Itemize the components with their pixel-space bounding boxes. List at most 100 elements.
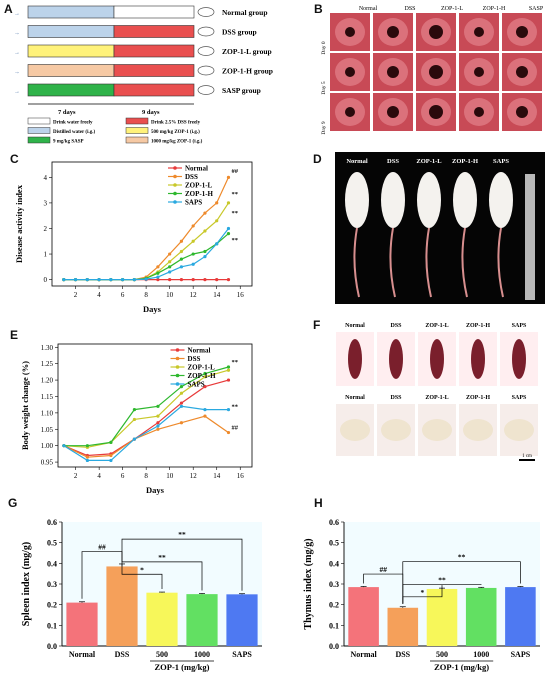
data-point — [132, 437, 137, 441]
significance-label: ## — [379, 565, 387, 574]
thymus — [463, 419, 493, 441]
data-point — [191, 252, 195, 256]
y-tick-label: 1.30 — [41, 344, 54, 352]
data-point — [156, 404, 160, 408]
panel-label-b: B — [314, 2, 323, 16]
bar — [146, 592, 178, 646]
legend-label: Drink 2.5% DSS freely — [151, 121, 201, 126]
mouse-body — [417, 172, 441, 228]
data-point — [179, 249, 184, 254]
data-point — [191, 239, 195, 243]
data-point — [191, 278, 195, 282]
phase-bar — [27, 64, 115, 77]
phase-bar — [27, 25, 115, 38]
data-point — [179, 265, 184, 269]
organ-label: ZOP-1-H — [466, 323, 490, 329]
scale-bar-label: 1 cm — [522, 454, 532, 459]
legend-marker — [173, 166, 177, 170]
legend-label: 500 mg/kg ZOP-1 (i.g.) — [151, 130, 200, 135]
data-point — [109, 458, 113, 463]
data-point — [203, 371, 207, 376]
series-line — [63, 369, 229, 448]
data-point — [168, 260, 172, 264]
y-tick-label: 2 — [44, 225, 48, 233]
series-line — [63, 366, 229, 447]
data-point — [203, 211, 207, 215]
panel-label-h: H — [314, 496, 323, 510]
legend-label: DSS — [188, 355, 201, 363]
bar — [426, 588, 458, 646]
y-axis-label: Body weight change (%) — [20, 361, 30, 450]
significance-label: * — [140, 565, 144, 574]
data-point — [156, 421, 160, 425]
panel-label-a: A — [4, 2, 13, 16]
endoscopy-col-label: Normal — [359, 6, 378, 12]
data-point — [156, 427, 160, 431]
significance-label: * — [421, 588, 425, 597]
x-tick-label: 12 — [190, 291, 198, 299]
legend-label: 1000 mg/kg ZOP-1 (i.g.) — [151, 140, 203, 145]
y-axis-label: Thymus index (mg/g) — [303, 538, 314, 629]
significance-bracket — [402, 561, 521, 604]
group-label: Normal group — [222, 8, 268, 17]
thymus — [504, 419, 534, 441]
data-point — [179, 385, 184, 389]
bar — [505, 587, 536, 646]
endoscopy-grid: Normal DSS ZOP-1-L ZOP-1-H SASP Day 0 Day 5 Day… — [321, 6, 544, 135]
bar — [66, 602, 98, 646]
gavage-icon: → — [14, 89, 20, 95]
y-tick-label: 0 — [44, 276, 48, 284]
significance-label: ** — [231, 403, 238, 410]
data-point — [226, 365, 231, 369]
data-point — [226, 378, 231, 382]
x-tick-label: 12 — [190, 472, 198, 480]
x-tick-label: SAPS — [511, 650, 531, 659]
x-tick-label: SAPS — [232, 650, 252, 659]
y-tick-label: 0.2 — [47, 601, 57, 610]
experiment-schematic: → Normal group → DSS group → ZOP-1-L group → ZO… — [14, 5, 273, 145]
significance-label: ** — [231, 359, 238, 366]
mouse-icon — [197, 46, 215, 56]
data-point — [203, 254, 207, 259]
spleen — [512, 339, 526, 379]
data-point — [109, 453, 113, 458]
data-point — [85, 444, 89, 448]
data-point — [144, 277, 148, 281]
y-tick-label: 1.10 — [41, 409, 54, 417]
y-tick-label: 0.4 — [47, 559, 57, 568]
mice-photo: Normal DSS ZOP-1-L ZOP-1-H SAPS — [335, 152, 545, 304]
significance-label: ** — [178, 530, 186, 539]
bar — [186, 594, 218, 646]
phase-bar — [113, 64, 195, 77]
spleen-index-bar-chart: 0.0 0.1 0.2 0.3 0.4 0.5 0.6 Spleen index (mg/g)… — [21, 518, 262, 672]
x-tick-label: 10 — [166, 472, 174, 480]
bar — [387, 607, 419, 646]
endoscopy-lumen — [387, 26, 399, 38]
y-tick-label: 1 — [44, 251, 48, 259]
legend-marker — [175, 348, 180, 352]
panel-label-c: C — [10, 152, 19, 166]
panel-label-g: G — [8, 496, 18, 510]
data-point — [168, 265, 172, 269]
legend-label: Normal — [188, 347, 211, 355]
organ-label: SAPS — [512, 395, 527, 401]
significance-label: ** — [231, 191, 238, 198]
legend-marker — [175, 356, 180, 361]
endoscopy-col-label: ZOP-1-L — [441, 6, 463, 12]
mouse-label: ZOP-1-L — [416, 158, 442, 165]
data-point — [168, 252, 172, 256]
significance-label: ## — [231, 168, 238, 175]
data-point — [191, 224, 195, 228]
series-line — [63, 228, 229, 281]
data-point — [226, 430, 231, 435]
bar — [106, 566, 138, 646]
series-line — [63, 379, 229, 457]
y-tick-label: 0.0 — [329, 642, 339, 651]
data-point — [97, 278, 101, 282]
bar — [465, 587, 497, 646]
data-point — [191, 262, 195, 266]
series-line — [63, 415, 229, 458]
data-point — [226, 201, 231, 205]
data-point — [226, 231, 231, 236]
legend-label: SAPS — [188, 381, 205, 389]
